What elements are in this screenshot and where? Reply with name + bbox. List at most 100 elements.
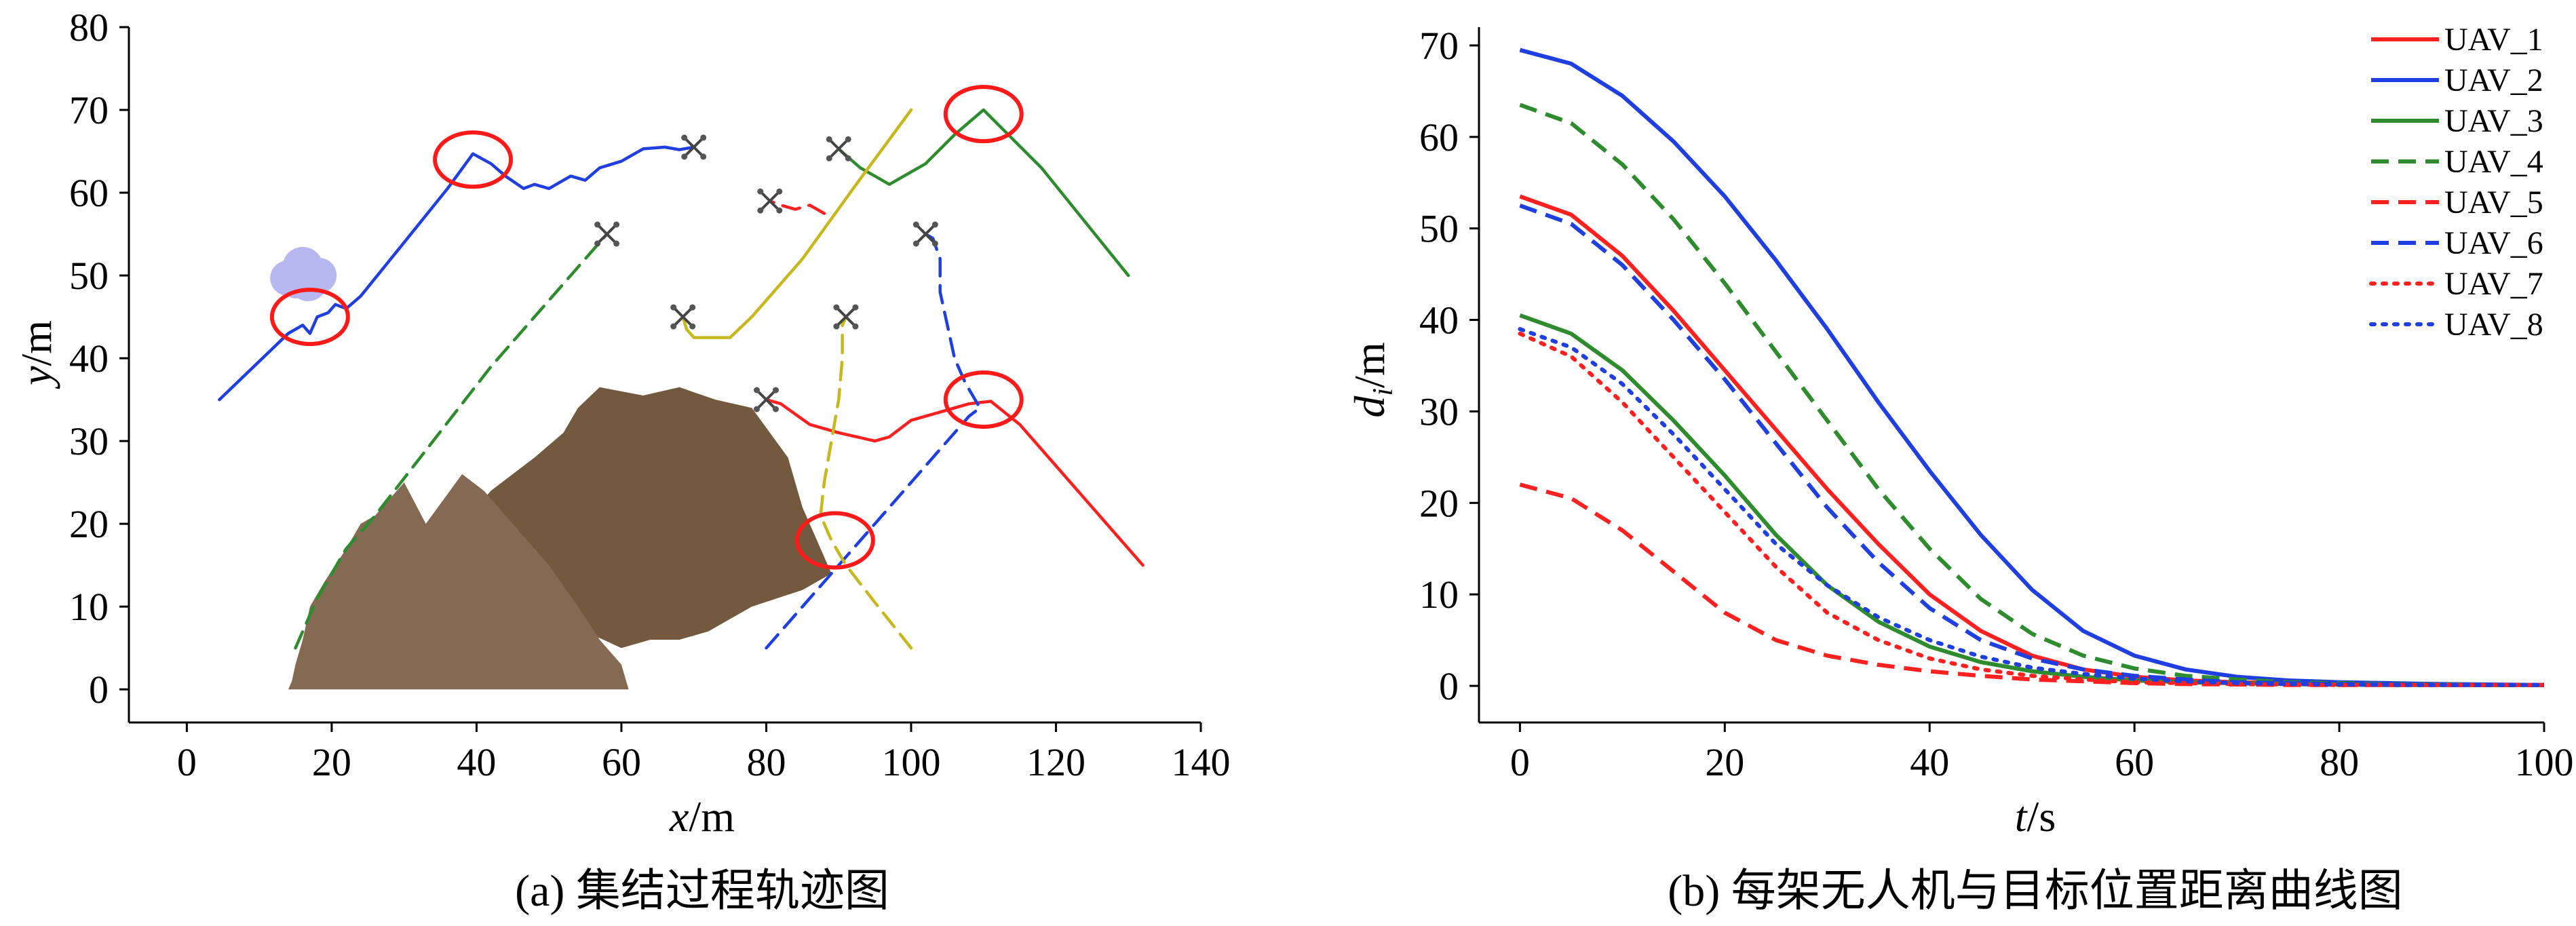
uav-rotor bbox=[670, 323, 677, 330]
uav-icon-7 bbox=[670, 304, 696, 330]
distance-y-axis-label: di/m bbox=[1345, 342, 1399, 417]
trajectory-axes bbox=[119, 26, 1202, 732]
uav-rotor bbox=[700, 153, 707, 160]
legend-label: UAV_4 bbox=[2444, 144, 2543, 180]
trajectory-x-tick-label: 120 bbox=[1026, 740, 1085, 784]
uav-rotor bbox=[757, 188, 764, 195]
uav-rotor bbox=[594, 240, 601, 247]
uav-rotor bbox=[852, 304, 859, 311]
distance-y-tick-label: 10 bbox=[1419, 573, 1459, 617]
uav-icon-3 bbox=[826, 136, 851, 161]
uav-rotor bbox=[833, 323, 840, 330]
trajectory-y-tick-label: 30 bbox=[69, 419, 109, 463]
distance-x-tick-labels: 0 20 40 60 80 100 bbox=[1510, 740, 2574, 784]
uav-arm bbox=[756, 389, 777, 410]
legend-item: UAV_6 bbox=[2371, 225, 2543, 261]
d-axis-variable: d bbox=[1345, 396, 1393, 418]
trajectory-x-tick-label: 40 bbox=[457, 740, 496, 784]
trajectory-y-tick-label: 60 bbox=[69, 171, 109, 215]
legend-item: UAV_8 bbox=[2369, 307, 2543, 343]
trajectory-y-tick-label: 80 bbox=[69, 5, 109, 50]
uav-rotor bbox=[700, 134, 707, 141]
distance-line-uav-2 bbox=[1519, 47, 2545, 687]
legend-label: UAV_7 bbox=[2444, 266, 2543, 302]
legend-label: UAV_2 bbox=[2444, 62, 2543, 98]
distance-y-tick-label: 60 bbox=[1419, 115, 1459, 159]
uav-rotor bbox=[772, 406, 779, 412]
distance-x-tick-label: 80 bbox=[2320, 740, 2359, 784]
uav-icon-6 bbox=[912, 221, 938, 247]
trajectory-line-2 bbox=[837, 108, 1130, 277]
uav-icon-4 bbox=[594, 221, 620, 247]
uav-rotor bbox=[681, 134, 688, 141]
obstacle-layer bbox=[270, 246, 832, 690]
highlight-circle-layer bbox=[269, 85, 1024, 570]
trajectory-line-7 bbox=[765, 232, 982, 650]
uav-arm bbox=[759, 190, 781, 212]
legend-item: UAV_2 bbox=[2371, 62, 2543, 98]
uav-arm bbox=[683, 136, 705, 158]
distance-axes bbox=[1469, 27, 2545, 732]
legend-label: UAV_8 bbox=[2444, 307, 2543, 343]
legend-label: UAV_6 bbox=[2444, 225, 2543, 261]
trajectory-line-3 bbox=[765, 398, 1145, 567]
legend-item: UAV_4 bbox=[2371, 144, 2543, 180]
highlight-circle-3 bbox=[943, 85, 1024, 144]
distance-line-uav-8 bbox=[1518, 327, 2546, 687]
uav-rotor bbox=[845, 136, 851, 142]
trajectory-x-tick-label: 60 bbox=[602, 740, 641, 784]
uav-arm bbox=[915, 223, 936, 245]
trajectory-x-axis-label: x/m bbox=[669, 792, 735, 841]
legend-label: UAV_1 bbox=[2444, 22, 2543, 58]
d-axis-subscript: i bbox=[1368, 388, 1399, 396]
uav-rotor bbox=[613, 221, 620, 228]
distance-legend: UAV_1 UAV_2 UAV_3 UAV_4 UAV_5 UAV_6 UAV_7 UAV_8 bbox=[2369, 22, 2543, 343]
uav-arm bbox=[835, 306, 857, 328]
distance-x-tick-label: 20 bbox=[1705, 740, 1744, 784]
legend-label: UAV_3 bbox=[2444, 103, 2543, 139]
uav-rotor bbox=[753, 387, 760, 393]
uav-rotor bbox=[594, 221, 601, 228]
trajectory-y-axis-label: y/m bbox=[12, 320, 60, 389]
uav-rotor bbox=[845, 155, 851, 161]
uav-rotor bbox=[776, 207, 783, 214]
trajectory-line-5 bbox=[294, 232, 609, 650]
trajectory-x-tick-labels: 0 20 40 60 80 100 120 140 bbox=[177, 740, 1231, 784]
highlight-circle-2 bbox=[433, 130, 514, 189]
distance-y-tick-label: 30 bbox=[1419, 389, 1459, 433]
uav-rotor bbox=[826, 155, 832, 161]
uav-rotor bbox=[912, 221, 919, 228]
uav-rotor bbox=[772, 387, 779, 393]
trajectory-x-tick-label: 0 bbox=[177, 740, 197, 784]
uav-rotor bbox=[753, 406, 760, 412]
distance-x-tick-label: 60 bbox=[2115, 740, 2154, 784]
uav-rotor bbox=[689, 323, 696, 330]
distance-chart-caption: (b) 每架无人机与目标位置距离曲线图 bbox=[1668, 866, 2402, 916]
distance-line-uav-3 bbox=[1519, 313, 2544, 687]
trajectory-chart-panel: 0 20 40 60 80 100 120 140 0 10 20 30 40 50 60 70 80 x/m… bbox=[12, 5, 1231, 916]
uav-icon-2 bbox=[681, 134, 707, 160]
trajectory-x-tick-label: 100 bbox=[881, 740, 940, 784]
uav-rotor bbox=[689, 304, 696, 311]
t-axis-variable: t bbox=[2015, 792, 2029, 841]
distance-y-tick-label: 20 bbox=[1419, 481, 1459, 525]
uav-rotor bbox=[931, 240, 938, 247]
trajectory-y-tick-label: 70 bbox=[69, 88, 109, 132]
uav-icon-8 bbox=[833, 304, 859, 330]
trajectory-y-tick-label: 0 bbox=[89, 668, 109, 712]
y-axis-variable: y bbox=[12, 366, 60, 389]
uav-rotor bbox=[613, 240, 620, 247]
uav-rotor bbox=[681, 153, 688, 160]
trajectory-y-tick-label: 40 bbox=[69, 336, 109, 381]
distance-x-tick-label: 40 bbox=[1910, 740, 1949, 784]
uav-arm bbox=[672, 306, 694, 328]
uav-arm bbox=[596, 223, 618, 245]
uav-rotor bbox=[912, 240, 919, 247]
uav-rotor bbox=[757, 207, 764, 214]
uav-rotor bbox=[931, 221, 938, 228]
uav-rotor bbox=[852, 323, 859, 330]
uav-endpoint-marker-layer bbox=[594, 134, 938, 412]
trajectory-y-tick-labels: 0 10 20 30 40 50 60 70 80 bbox=[69, 5, 109, 712]
